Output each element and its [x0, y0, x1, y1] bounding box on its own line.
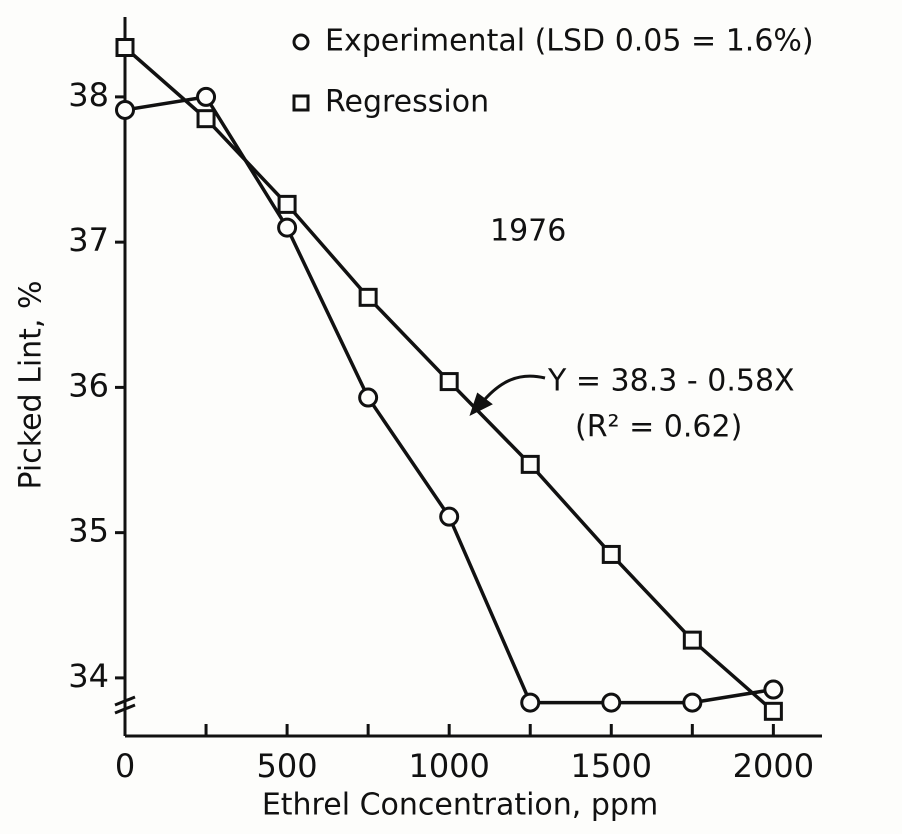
- y-tick-label: 34: [68, 657, 109, 695]
- x-tick-label: 1500: [571, 747, 652, 785]
- square-marker: [115, 38, 135, 58]
- equation-arrow: [469, 374, 546, 416]
- legend-square: [292, 94, 310, 112]
- square-marker: [277, 194, 297, 214]
- x-axis-label: Ethrel Concentration, ppm: [262, 788, 658, 823]
- circle-marker: [601, 692, 622, 713]
- square-marker: [358, 287, 378, 307]
- circle-marker: [520, 692, 541, 713]
- circle-marker: [115, 99, 135, 120]
- x-tick-label: 500: [257, 747, 318, 785]
- y-axis-label: Picked Lint, %: [14, 280, 49, 489]
- y-tick-label: 35: [68, 512, 109, 550]
- equation-annotation: Y = 38.3 - 0.58X: [547, 364, 795, 399]
- year-annotation: 1976: [490, 214, 566, 249]
- circle-marker: [358, 387, 379, 408]
- circle-marker: [439, 506, 460, 527]
- square-marker: [763, 701, 783, 721]
- x-tick-label: 1000: [408, 747, 489, 785]
- x-tick-label: 2000: [733, 747, 814, 785]
- series-line: [124, 94, 774, 705]
- square-marker: [682, 630, 702, 650]
- y-tick-label: 38: [68, 76, 109, 114]
- circle-marker: [682, 692, 703, 713]
- square-marker: [439, 372, 459, 392]
- circle-marker: [277, 217, 298, 238]
- x-tick-label: 0: [115, 747, 135, 785]
- square-marker: [520, 454, 540, 474]
- circle-marker: [763, 679, 784, 700]
- square-marker: [196, 109, 216, 129]
- y-tick-label: 37: [68, 221, 109, 259]
- square-marker: [601, 544, 621, 564]
- y-tick-label: 36: [68, 366, 109, 404]
- legend-label: Experimental (LSD 0.05 = 1.6%): [325, 24, 814, 59]
- legend-circle: [292, 33, 310, 51]
- legend-label: Regression: [325, 85, 489, 120]
- circle-marker: [196, 86, 217, 107]
- r2-annotation: (R² = 0.62): [575, 410, 742, 445]
